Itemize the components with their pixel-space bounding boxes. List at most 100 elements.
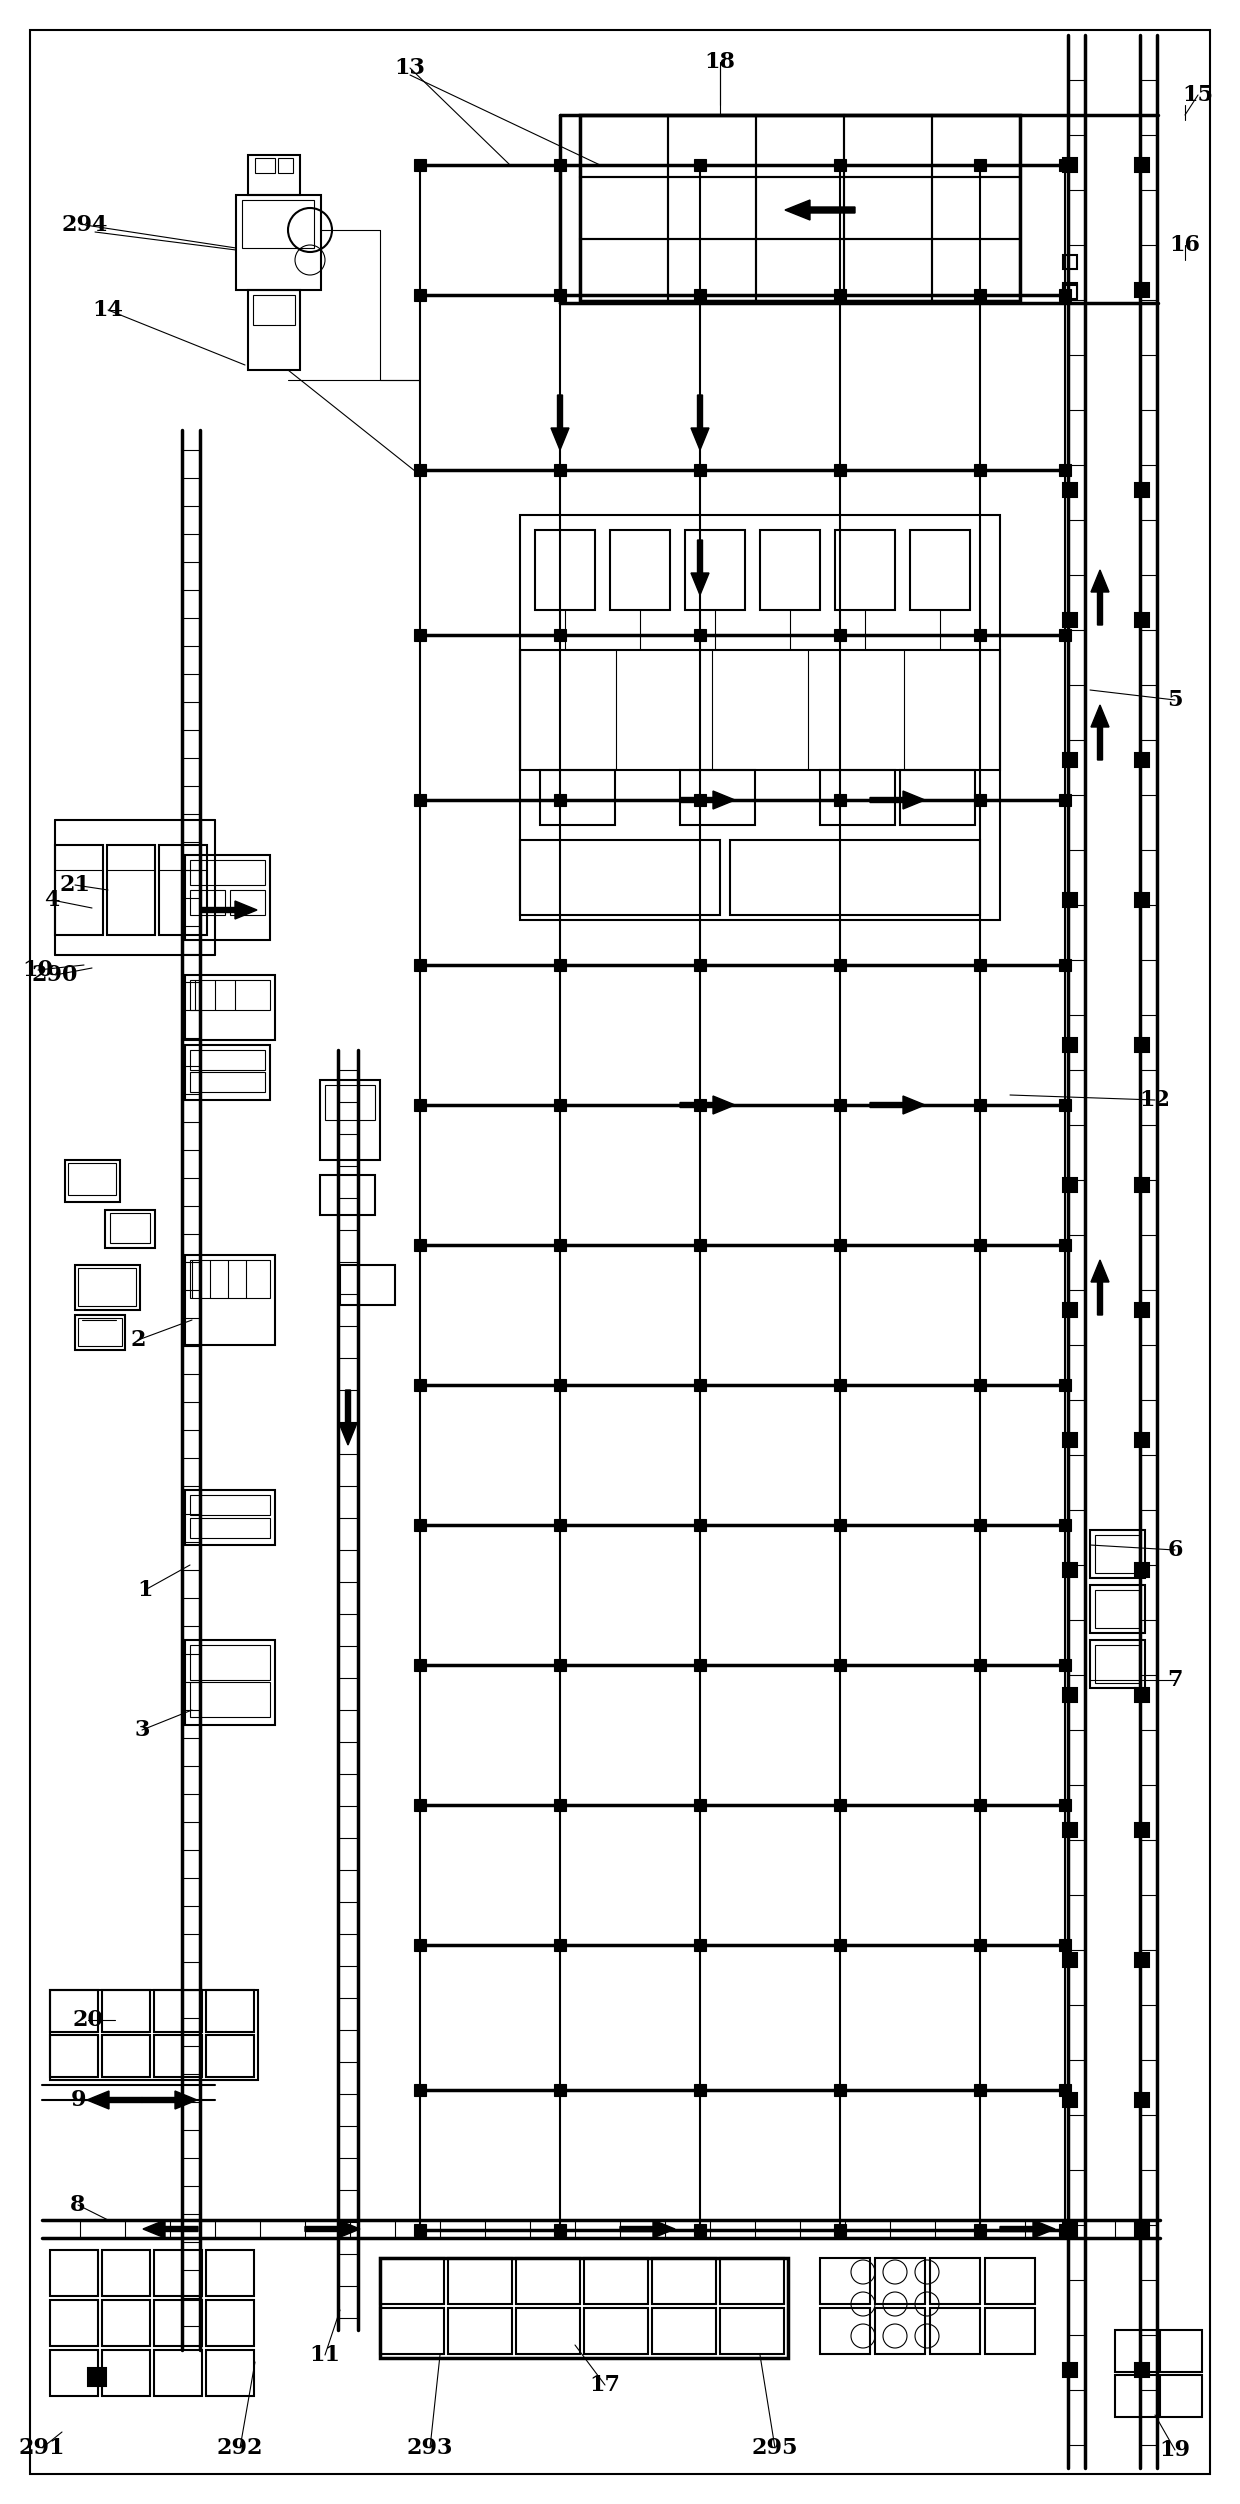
Bar — [105, 1209, 155, 1247]
Bar — [730, 839, 980, 914]
Bar — [694, 629, 706, 641]
Bar — [973, 794, 986, 806]
Bar — [694, 1380, 706, 1392]
Bar — [50, 1991, 98, 2033]
Bar — [1063, 754, 1078, 766]
Text: 13: 13 — [394, 58, 425, 80]
FancyArrow shape — [620, 2221, 675, 2239]
Text: 16: 16 — [1169, 233, 1200, 255]
Bar — [973, 158, 986, 170]
Bar — [190, 1260, 270, 1297]
Bar — [973, 2083, 986, 2096]
Bar — [185, 854, 270, 939]
Bar — [973, 959, 986, 972]
Bar — [248, 290, 300, 371]
Bar — [74, 1315, 125, 1350]
Bar — [414, 1938, 427, 1951]
Bar — [835, 1099, 846, 1112]
FancyArrow shape — [1091, 706, 1109, 761]
FancyArrow shape — [680, 1097, 735, 1114]
Bar — [154, 2349, 202, 2396]
Bar — [973, 2224, 986, 2236]
Bar — [534, 531, 595, 611]
FancyArrow shape — [87, 2091, 143, 2108]
FancyArrow shape — [551, 396, 569, 451]
Bar — [88, 2369, 105, 2386]
Bar — [694, 1099, 706, 1112]
Bar — [325, 1084, 374, 1119]
Bar — [973, 288, 986, 300]
Bar — [185, 1044, 270, 1099]
Bar — [190, 859, 265, 884]
Bar — [320, 1174, 374, 1214]
Bar — [1059, 463, 1071, 476]
Bar — [1059, 959, 1071, 972]
Text: 21: 21 — [60, 874, 91, 896]
Bar — [694, 158, 706, 170]
Bar — [668, 178, 756, 238]
Text: 292: 292 — [217, 2436, 263, 2459]
Bar — [694, 2083, 706, 2096]
Bar — [154, 2301, 202, 2346]
Bar — [910, 531, 970, 611]
Text: 19: 19 — [1159, 2439, 1190, 2461]
Bar — [694, 1520, 706, 1530]
Bar — [973, 463, 986, 476]
Bar — [835, 959, 846, 972]
Bar — [1059, 1798, 1071, 1810]
Bar — [900, 771, 975, 824]
Bar — [278, 158, 293, 173]
Bar — [1115, 2374, 1157, 2416]
Text: 8: 8 — [71, 2194, 86, 2216]
Bar — [50, 2301, 98, 2346]
Bar — [844, 238, 932, 300]
Bar — [236, 195, 321, 290]
Bar — [414, 794, 427, 806]
Bar — [190, 979, 270, 1009]
Bar — [668, 115, 756, 178]
Bar — [190, 1072, 265, 1092]
Bar — [414, 1099, 427, 1112]
Bar — [554, 1239, 565, 1252]
Bar — [835, 1798, 846, 1810]
FancyArrow shape — [1091, 1260, 1109, 1315]
FancyArrow shape — [680, 791, 735, 809]
Bar — [1063, 1562, 1078, 1578]
Text: 11: 11 — [310, 2344, 341, 2366]
Bar — [64, 1159, 120, 1202]
Bar — [652, 2309, 715, 2354]
Bar — [694, 1660, 706, 1670]
Bar — [1059, 1938, 1071, 1951]
Text: 3: 3 — [134, 1720, 150, 1740]
Bar — [190, 1683, 270, 1718]
Text: 6: 6 — [1167, 1540, 1183, 1560]
Bar — [554, 1660, 565, 1670]
Bar — [229, 889, 265, 914]
Bar — [932, 115, 1021, 178]
Bar — [820, 2259, 870, 2304]
Bar — [414, 629, 427, 641]
Bar — [379, 2259, 444, 2304]
Bar — [756, 178, 844, 238]
Bar — [875, 2309, 925, 2354]
FancyArrow shape — [785, 200, 856, 220]
Bar — [1135, 613, 1149, 626]
Bar — [930, 2309, 980, 2354]
Text: 15: 15 — [1183, 85, 1214, 105]
Bar — [973, 1099, 986, 1112]
Bar — [554, 1798, 565, 1810]
Bar — [930, 2259, 980, 2304]
Bar — [448, 2259, 512, 2304]
Bar — [185, 1255, 275, 1345]
Bar — [1135, 483, 1149, 496]
Text: 293: 293 — [407, 2436, 453, 2459]
Bar — [580, 238, 668, 300]
Bar — [50, 1991, 258, 2081]
Bar — [973, 1239, 986, 1252]
Bar — [973, 1660, 986, 1670]
Bar — [520, 839, 720, 914]
Bar — [1095, 1535, 1140, 1573]
Bar — [1135, 2093, 1149, 2106]
Text: 5: 5 — [1167, 689, 1183, 711]
Bar — [78, 1267, 136, 1307]
